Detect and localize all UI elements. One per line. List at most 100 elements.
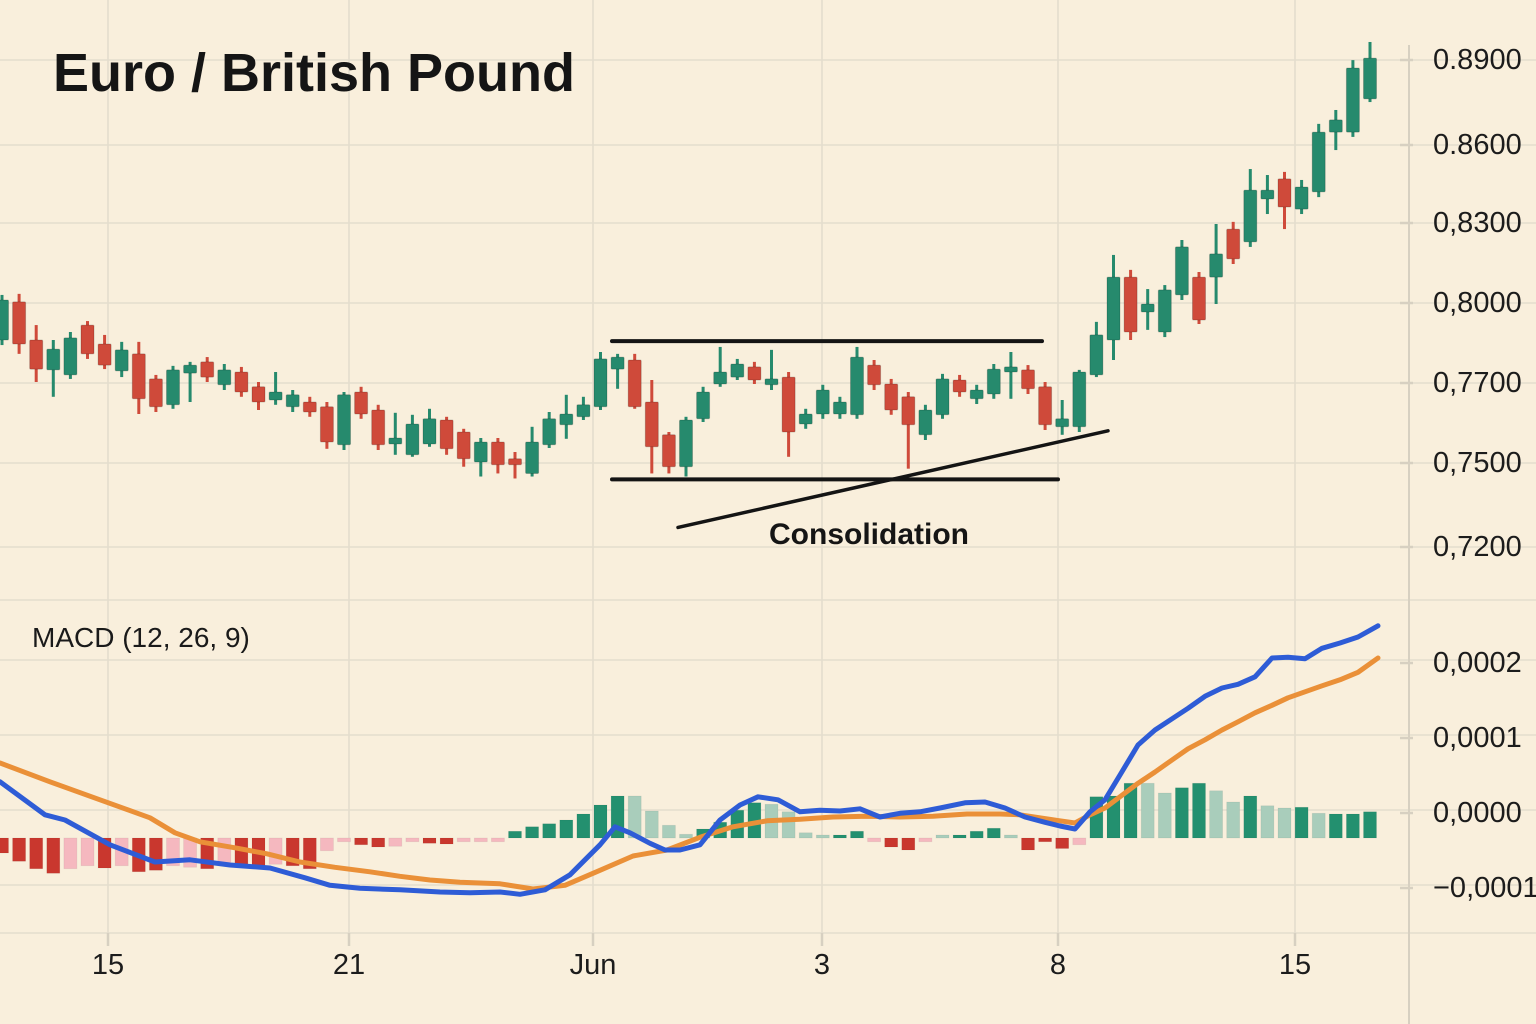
candle-down: [12, 293, 27, 354]
macd-histogram-bar-positive: [1226, 801, 1241, 839]
candle-body: [952, 379, 967, 393]
candle-body: [1192, 276, 1206, 321]
candle-up: [388, 412, 403, 455]
candle-body: [1243, 189, 1258, 243]
macd-histogram-bar-positive: [542, 823, 557, 839]
candle-body: [986, 368, 1001, 395]
candle-down: [490, 438, 505, 474]
axis-ticks: [106, 58, 1413, 946]
candle-up: [969, 384, 984, 404]
macd-histogram-bar-positive: [576, 813, 591, 839]
candle-down: [97, 334, 112, 370]
candle-up: [986, 364, 1001, 399]
macd-histogram-bar-negative: [439, 837, 454, 845]
macd-histogram-bar-negative: [1021, 837, 1035, 851]
candle-up: [576, 396, 591, 420]
macd-histogram-bar-positive: [1140, 782, 1155, 839]
time-tick-label: 15: [1278, 949, 1312, 981]
candle-body: [1089, 334, 1104, 376]
macd-histogram-bar-negative: [1038, 837, 1052, 843]
candle-body: [354, 391, 369, 415]
candle-down: [29, 325, 44, 382]
candle-body: [0, 299, 9, 341]
candle-body: [1157, 289, 1172, 333]
candle-body: [1209, 253, 1224, 278]
macd-histogram-bar-positive: [986, 827, 1001, 839]
consolidation-zone: [610, 339, 1110, 530]
candle-up: [422, 408, 437, 447]
candle-body: [1021, 369, 1035, 390]
candle-body: [593, 358, 608, 408]
candle-body: [1055, 418, 1070, 428]
candle-down: [234, 366, 249, 397]
candle-body: [679, 419, 693, 468]
macd-histogram-bar-positive: [1175, 787, 1189, 839]
candle-body: [713, 371, 728, 385]
candle-up: [1363, 41, 1377, 103]
candle-body: [1294, 186, 1309, 210]
candle-up: [1089, 321, 1104, 378]
candle-up: [798, 408, 813, 429]
candle-down: [508, 452, 522, 479]
macd-indicator-label: MACD (12, 26, 9): [32, 622, 250, 653]
candle-down: [1226, 221, 1241, 264]
macd-histogram-bar-positive: [850, 830, 864, 839]
macd-histogram-bar-positive: [833, 834, 847, 839]
candle-body: [1226, 228, 1241, 260]
candle-body: [1072, 371, 1087, 428]
candle-body: [747, 366, 762, 381]
candle-body: [80, 324, 95, 355]
candle-up: [918, 404, 933, 440]
candle-body: [1003, 366, 1018, 373]
time-tick-label: Jun: [569, 949, 617, 981]
candle-down: [200, 357, 215, 382]
candle-up: [1294, 179, 1309, 215]
candle-body: [798, 413, 813, 425]
candle-body: [1328, 119, 1343, 133]
macd-histogram-bar-positive: [815, 834, 830, 839]
candle-up: [1140, 289, 1155, 330]
candle-body: [131, 353, 146, 400]
time-tick-label: 3: [813, 949, 831, 981]
candle-body: [730, 363, 745, 378]
candle-body: [781, 376, 796, 433]
candle-up: [1209, 224, 1224, 304]
macd-histogram-bar-negative: [80, 837, 95, 867]
candle-down: [131, 341, 146, 414]
macd-histogram-bar-positive: [508, 830, 522, 839]
macd-histogram-bar-positive: [798, 832, 813, 839]
candle-down: [1123, 269, 1138, 340]
candle-down: [901, 392, 916, 469]
macd-histogram-bar-negative: [490, 837, 505, 843]
candle-body: [508, 458, 522, 466]
macd-histogram-bar-positive: [679, 833, 693, 839]
candle-body: [1106, 276, 1121, 341]
candle-up: [730, 358, 745, 380]
candle-body: [1123, 276, 1138, 333]
macd-histogram-bar-negative: [0, 837, 9, 854]
candle-body: [490, 441, 505, 466]
macd-histogram-bar-positive: [781, 811, 796, 839]
candle-body: [456, 431, 471, 460]
candle-up: [542, 412, 557, 448]
macd-histogram-bar-negative: [148, 837, 163, 871]
candle-body: [1345, 67, 1360, 133]
macd-histogram-bar-positive: [1192, 782, 1206, 839]
candle-up: [337, 392, 351, 450]
candle-body: [473, 441, 488, 463]
candle-down: [1192, 272, 1206, 324]
trendline: [676, 429, 1110, 530]
macd-tick-label: 0,0002: [1433, 647, 1522, 679]
candle-body: [1277, 178, 1292, 208]
candle-down: [627, 353, 642, 409]
macd-histogram-bar-negative: [918, 837, 933, 843]
macd-histogram-bar-positive: [1311, 812, 1326, 839]
candle-body: [63, 337, 78, 376]
candle-body: [542, 418, 557, 446]
candle-up: [63, 332, 78, 379]
macd-histogram-bar-positive: [1294, 806, 1309, 839]
candle-up: [1055, 400, 1070, 435]
macd-histogram-bar-positive: [644, 810, 659, 839]
